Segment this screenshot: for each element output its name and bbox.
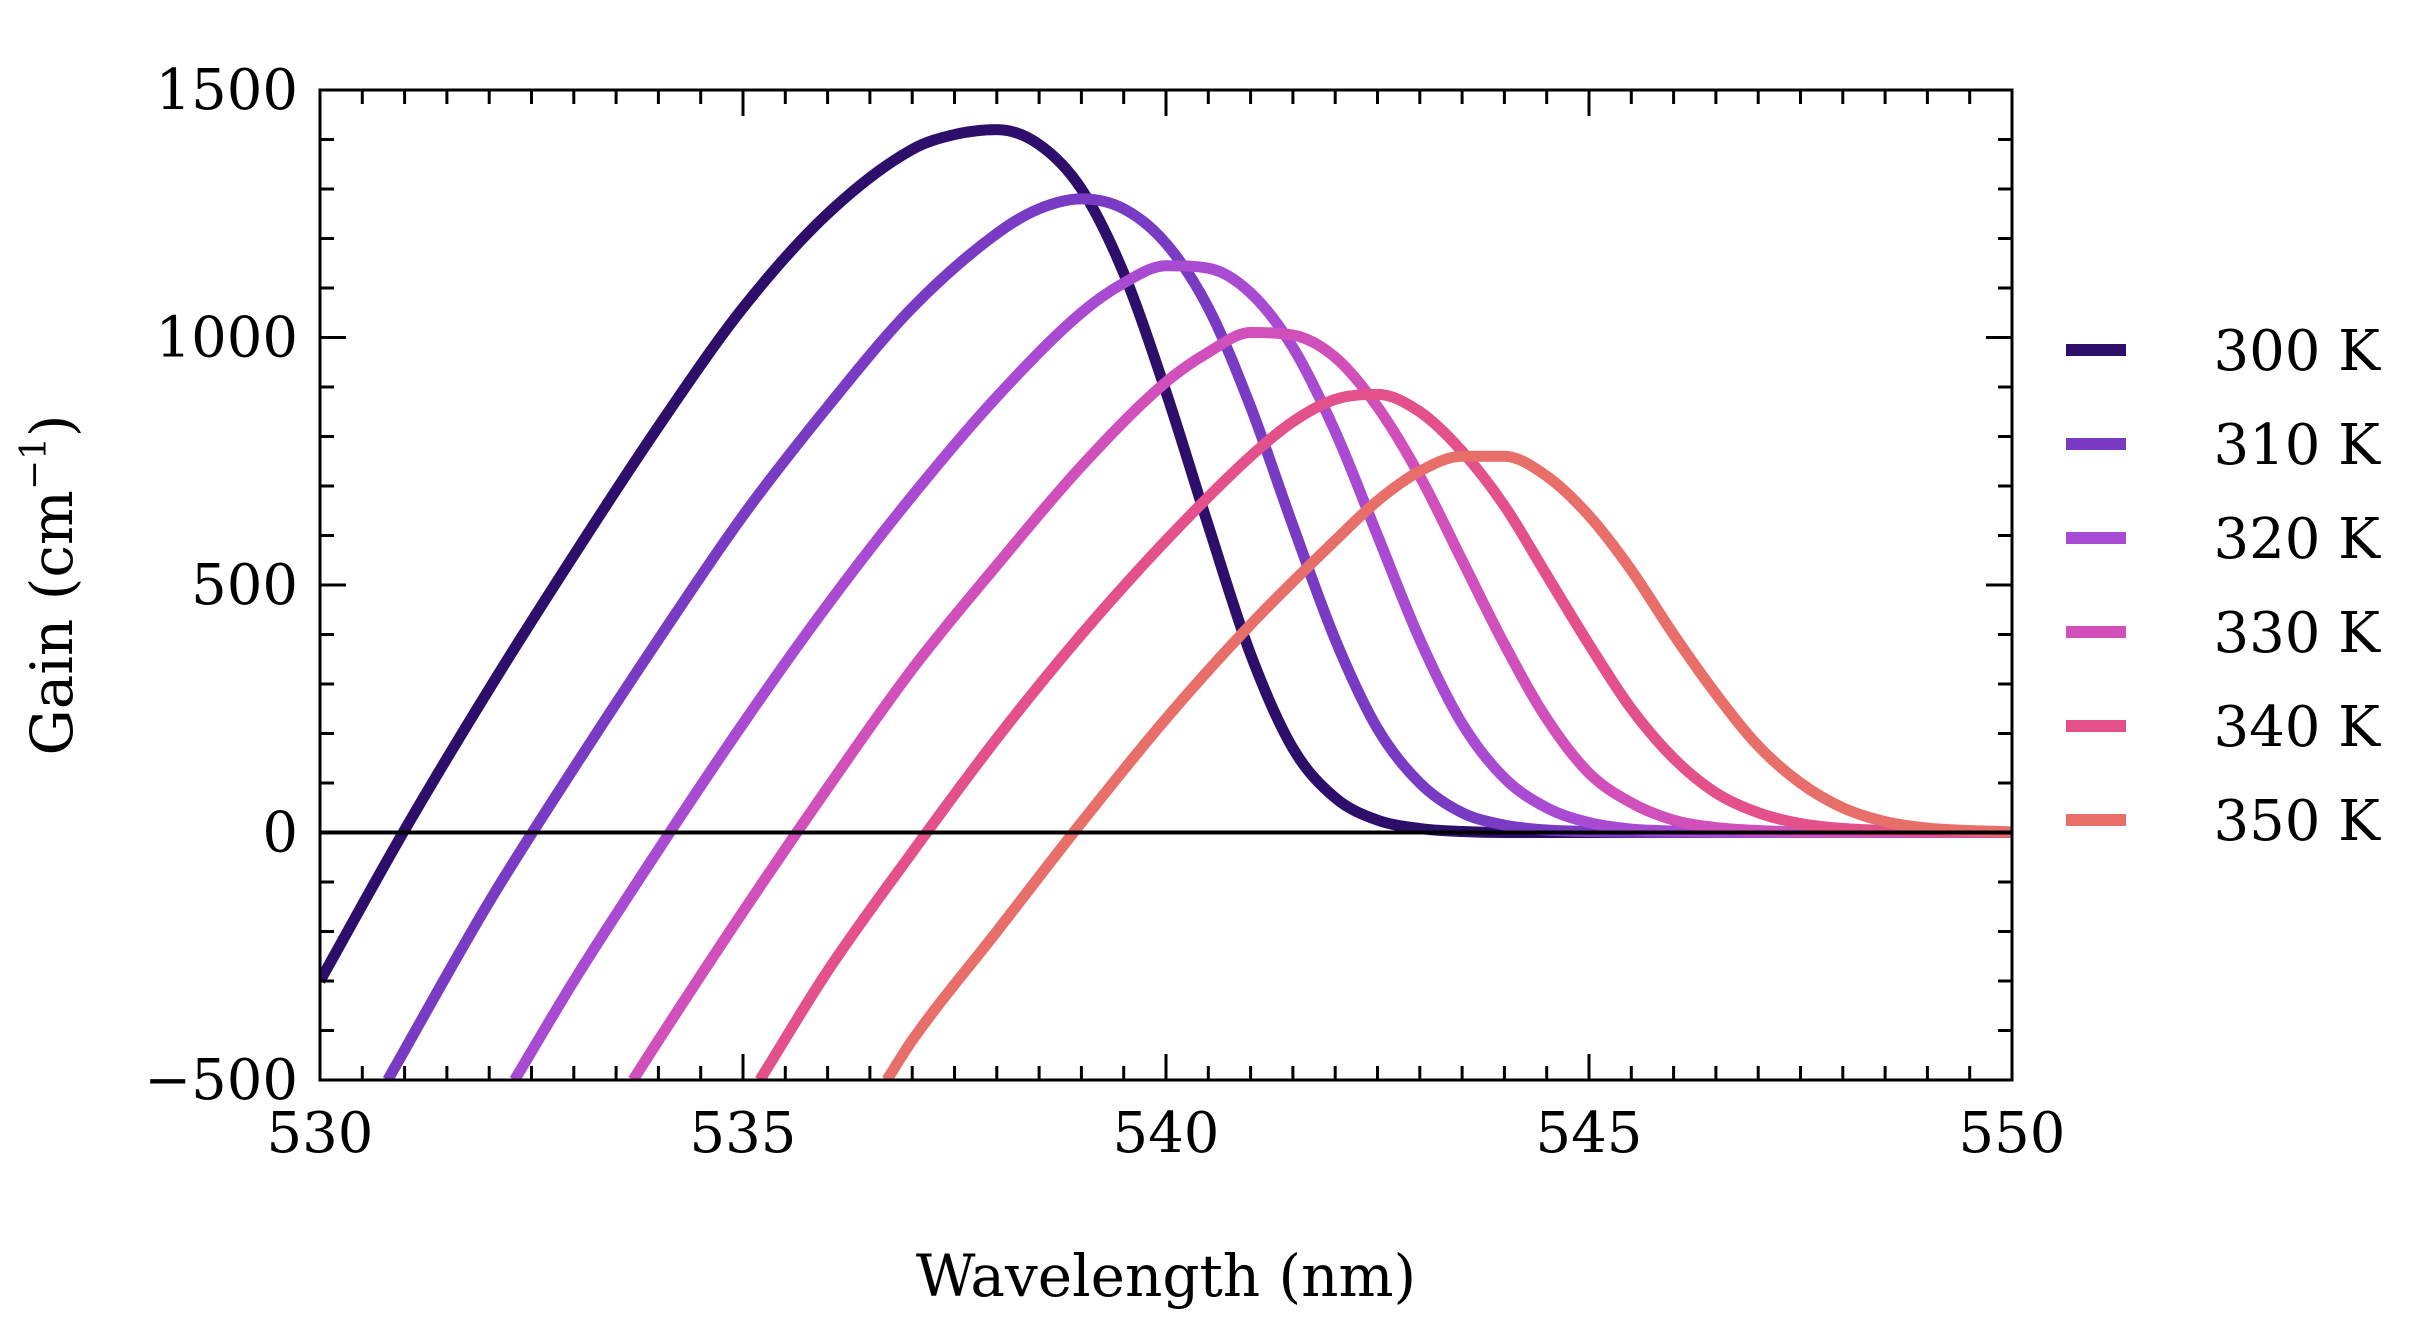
y-tick-label: 0 — [262, 801, 298, 866]
svg-text:Gain (cm−1): Gain (cm−1) — [14, 414, 86, 755]
series-line-350k — [882, 450, 2012, 1080]
y-axis-ticks: −500 0 500 1000 1500 — [144, 58, 2012, 1113]
x-tick-label: 540 — [1113, 1101, 1220, 1166]
x-tick-label: 530 — [267, 1101, 374, 1166]
legend-item: 310 K — [2066, 413, 2381, 478]
y-tick-label: −500 — [144, 1048, 298, 1113]
legend-label: 350 K — [2213, 789, 2381, 854]
legend-label: 310 K — [2213, 413, 2381, 478]
series-layer — [320, 124, 2012, 1080]
y-axis-label: Gain (cm−1) — [14, 414, 86, 755]
legend-item: 340 K — [2066, 695, 2381, 760]
legend: 300 K 310 K 320 K 330 K 340 K 350 K — [2066, 319, 2381, 854]
legend-label: 300 K — [2213, 319, 2381, 384]
series-line-310k — [382, 193, 2012, 1080]
legend-label: 340 K — [2213, 695, 2381, 760]
x-tick-label: 535 — [690, 1101, 797, 1166]
x-axis-label: Wavelength (nm) — [916, 1242, 1416, 1310]
series-line-320k — [509, 260, 2012, 1080]
x-axis-ticks: 530 535 540 545 550 — [267, 90, 2066, 1166]
legend-item: 320 K — [2066, 507, 2381, 572]
legend-item: 350 K — [2066, 789, 2381, 854]
legend-label: 330 K — [2213, 601, 2381, 666]
y-tick-label: 1500 — [155, 58, 298, 123]
y-tick-label: 1000 — [155, 306, 298, 371]
x-tick-label: 550 — [1959, 1101, 2066, 1166]
y-axis-label-exponent: −1 — [14, 437, 55, 490]
series-line-330k — [628, 327, 2012, 1080]
legend-item: 330 K — [2066, 601, 2381, 666]
legend-item: 300 K — [2066, 319, 2381, 384]
series-line-340k — [755, 388, 2012, 1080]
x-tick-label: 545 — [1536, 1101, 1643, 1166]
series-line-300k — [320, 124, 2012, 984]
y-tick-label: 500 — [191, 553, 298, 618]
legend-label: 320 K — [2213, 507, 2381, 572]
